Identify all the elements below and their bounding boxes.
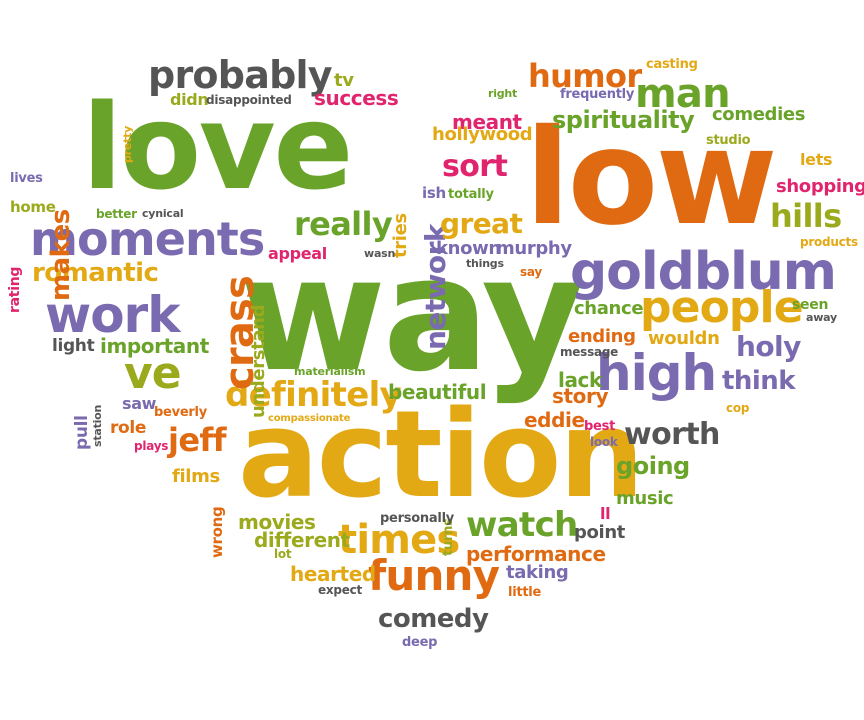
word-low: low bbox=[525, 101, 778, 255]
word-success: success bbox=[314, 86, 399, 110]
word-little: little bbox=[508, 585, 542, 600]
word-murphy: murphy bbox=[496, 238, 572, 259]
word-message: message bbox=[560, 345, 619, 359]
word-beautiful: beautiful bbox=[388, 380, 487, 404]
word-movies: movies bbox=[238, 510, 316, 534]
word-hearted: hearted bbox=[290, 562, 376, 586]
word-ending: ending bbox=[568, 326, 636, 347]
word-home: home bbox=[10, 198, 56, 216]
word-wouldn: wouldn bbox=[648, 328, 720, 349]
word-pretty: pretty bbox=[121, 126, 134, 164]
word-seen: seen bbox=[792, 297, 829, 313]
word-love: love bbox=[82, 78, 353, 216]
word-great: great bbox=[440, 207, 523, 240]
word-lets: lets bbox=[800, 150, 833, 169]
word-high: high bbox=[596, 344, 717, 402]
word-performance: performance bbox=[466, 542, 606, 566]
word-totally: totally bbox=[448, 187, 494, 202]
word-think: think bbox=[722, 366, 796, 396]
word-probably: probably bbox=[148, 53, 333, 97]
word-disappointed: disappointed bbox=[206, 93, 292, 107]
word-saw: saw bbox=[122, 394, 157, 413]
word-films: films bbox=[172, 466, 220, 487]
word-plays: plays bbox=[134, 439, 169, 453]
word-pull: pull bbox=[72, 415, 92, 451]
word-hollywood: hollywood bbox=[432, 124, 533, 145]
word-times: times bbox=[338, 517, 460, 563]
word-role: role bbox=[110, 418, 147, 438]
word-ish: ish bbox=[422, 184, 446, 202]
word-holy: holy bbox=[736, 330, 801, 363]
word-different: different bbox=[254, 528, 350, 552]
word-lives: lives bbox=[10, 171, 43, 186]
word-expect: expect bbox=[318, 583, 363, 597]
word-people: people bbox=[640, 282, 804, 333]
word-tv: tv bbox=[334, 70, 354, 91]
word-light: light bbox=[52, 336, 95, 356]
word-materialism: materialism bbox=[294, 365, 366, 378]
word-really: really bbox=[294, 205, 393, 243]
word-hills: hills bbox=[770, 197, 842, 235]
word-away: away bbox=[806, 311, 837, 324]
word-important: important bbox=[100, 334, 209, 358]
word-spirituality: spirituality bbox=[552, 106, 695, 134]
word-understand: understand bbox=[248, 304, 269, 418]
word-man: man bbox=[635, 71, 731, 117]
word-romantic: romantic bbox=[32, 258, 159, 288]
word-say: say bbox=[520, 265, 542, 279]
word-best: best bbox=[584, 419, 616, 434]
word-wrong: wrong bbox=[208, 506, 226, 558]
word-funny: funny bbox=[368, 551, 500, 600]
word-way: way bbox=[240, 223, 584, 407]
word-jeff: jeff bbox=[168, 421, 227, 459]
word-cynical: cynical bbox=[142, 207, 184, 220]
word-frequently: frequently bbox=[560, 87, 635, 102]
word-point: point bbox=[574, 522, 626, 543]
word-music: music bbox=[616, 488, 674, 509]
word-deep: deep bbox=[402, 635, 438, 650]
word-eddie: eddie bbox=[524, 408, 585, 432]
word-work: work bbox=[45, 286, 180, 344]
word-moments: moments bbox=[30, 212, 265, 266]
word-known: known bbox=[436, 238, 501, 259]
word-comedies: comedies bbox=[712, 104, 806, 125]
word-lot: lot bbox=[274, 547, 292, 561]
word-casting: casting bbox=[646, 57, 698, 72]
word-rating: rating bbox=[7, 266, 23, 313]
word-better: better bbox=[96, 207, 137, 221]
word-studio: studio bbox=[706, 133, 751, 148]
word-station: station bbox=[91, 405, 104, 448]
word-look: look bbox=[590, 435, 618, 449]
word-goldblum: goldblum bbox=[570, 242, 837, 302]
word-worth: worth bbox=[624, 417, 720, 452]
word-action: action bbox=[238, 386, 644, 525]
word-wasn: wasn bbox=[364, 247, 396, 260]
word-lack: lack bbox=[558, 368, 602, 392]
word-cop: cop bbox=[726, 401, 750, 415]
word-taking: taking bbox=[506, 562, 569, 583]
word-compassionate: compassionate bbox=[268, 413, 351, 424]
word-didn: didn bbox=[170, 90, 209, 109]
word-products: products bbox=[800, 235, 858, 249]
word-humor: humor bbox=[528, 57, 642, 95]
word-ll: ll bbox=[600, 504, 611, 523]
word-personally: personally bbox=[380, 511, 455, 526]
word-comedy: comedy bbox=[378, 604, 489, 634]
word-beverly: beverly bbox=[154, 405, 207, 420]
word-makes: makes bbox=[46, 209, 76, 302]
word-shopping: shopping bbox=[776, 176, 864, 197]
word-right: right bbox=[488, 87, 518, 100]
word-chance: chance bbox=[574, 298, 644, 319]
word-meant: meant bbox=[452, 110, 522, 134]
word-definitely: definitely bbox=[225, 375, 402, 415]
word-appeal: appeal bbox=[268, 244, 327, 263]
word-ve: ve bbox=[124, 348, 182, 399]
word-things: things bbox=[466, 257, 504, 270]
word-watch: watch bbox=[466, 505, 578, 545]
word-sort: sort bbox=[442, 149, 508, 184]
word-story: story bbox=[552, 384, 609, 408]
word-going: going bbox=[616, 452, 690, 480]
